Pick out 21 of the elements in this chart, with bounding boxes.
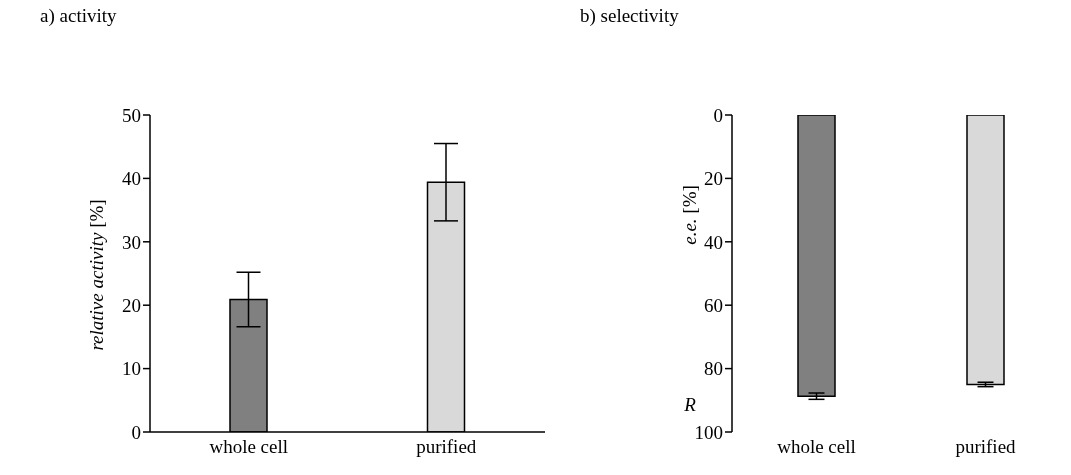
y-axis-title: relative activity [%] <box>86 199 108 351</box>
y-tick-label: 10 <box>122 358 141 380</box>
y-tick-label: 0 <box>131 421 141 443</box>
y-tick-label: 20 <box>122 294 141 316</box>
y-tick-label: 40 <box>704 231 723 253</box>
y-tick-label: 40 <box>122 168 141 190</box>
y-tick-label: 30 <box>122 231 141 253</box>
chart-title: a) activity <box>40 5 117 27</box>
x-tick-label: purified <box>955 436 1017 458</box>
y-tick-label: 80 <box>704 358 723 380</box>
y-axis-title: e.e. [%] <box>679 185 701 245</box>
y-tick-label: 50 <box>122 104 141 126</box>
chart-title: b) selectivity <box>580 5 679 27</box>
text: R <box>684 394 696 416</box>
x-tick-label: purified <box>416 436 477 458</box>
y-tick-label: 0 <box>713 104 723 126</box>
x-tick-label: whole cell <box>209 436 289 458</box>
y-tick-label: 100 <box>694 421 723 443</box>
y-tick-label: 60 <box>704 294 723 316</box>
y-tick-label: 20 <box>704 168 723 190</box>
x-tick-label: whole cell <box>777 436 856 458</box>
